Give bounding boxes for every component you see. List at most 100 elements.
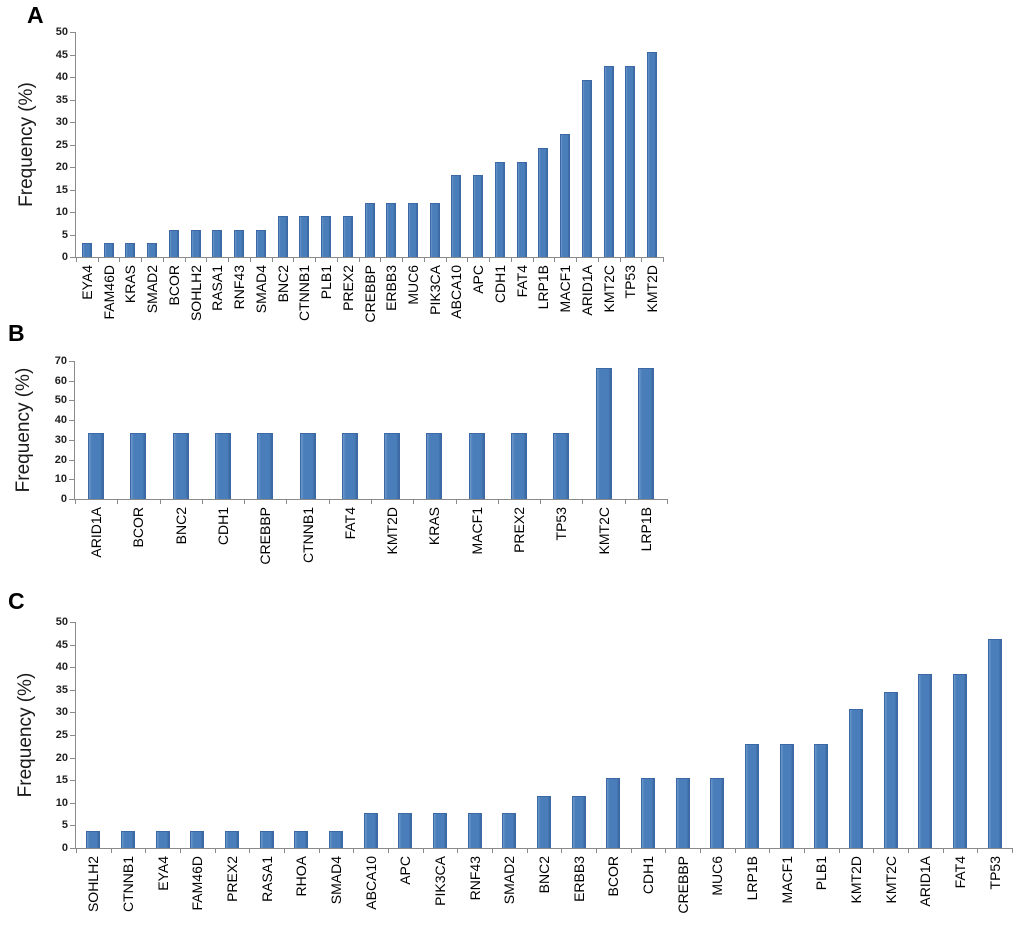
bar-sohlh2 (86, 831, 100, 848)
x-axis-tick (839, 849, 840, 853)
x-tick-label: RASA1 (209, 265, 225, 311)
x-axis-tick (620, 258, 621, 262)
y-axis-tick (69, 361, 74, 362)
bar-pik3ca (430, 203, 440, 257)
bar-cdh1 (495, 162, 505, 257)
x-tick-label: FAT4 (342, 507, 358, 540)
y-tick-label: 0 (61, 842, 68, 854)
x-axis-tick (329, 500, 330, 504)
bar-arid1a (582, 80, 592, 257)
y-axis-tick (69, 499, 74, 500)
x-axis-tick (353, 849, 354, 853)
y-tick-label: 15 (55, 774, 68, 786)
bar-kmt2d (384, 433, 400, 499)
x-tick-label: FAM46D (189, 856, 205, 911)
x-tick-label: SMAD4 (328, 856, 344, 905)
x-axis-tick (286, 500, 287, 504)
x-axis-tick (446, 258, 447, 262)
bar-rasa1 (212, 230, 222, 257)
x-axis-tick (663, 258, 664, 262)
x-axis-tick (943, 849, 944, 853)
y-tick-label: 40 (55, 71, 68, 83)
x-tick-label: BNC2 (536, 856, 552, 894)
x-tick-label: APC (397, 856, 413, 885)
x-axis-tick (98, 258, 99, 262)
x-axis-tick (631, 849, 632, 853)
panel-b-y-axis-title: Frequency (%) (13, 367, 34, 493)
bar-arid1a (918, 674, 932, 848)
x-axis-tick (117, 500, 118, 504)
panel-a-label: A (27, 2, 44, 28)
x-tick-label: LRP1B (638, 507, 654, 552)
y-tick-label: 30 (54, 434, 67, 446)
y-tick-label: 5 (61, 819, 68, 831)
y-tick-label: 25 (55, 139, 68, 151)
y-axis-tick (70, 235, 75, 236)
bar-bcor (169, 230, 179, 257)
y-axis-tick (70, 622, 75, 623)
x-axis-tick (561, 849, 562, 853)
bar-kmt2d (849, 709, 863, 848)
x-tick-label: MUC6 (709, 856, 725, 896)
x-tick-label: LRP1B (535, 265, 551, 310)
y-tick-label: 35 (55, 684, 68, 696)
x-axis-tick (284, 849, 285, 853)
x-axis-tick (804, 849, 805, 853)
bar-cdh1 (215, 433, 231, 499)
bar-erbb3 (572, 796, 586, 848)
x-axis-tick (249, 849, 250, 853)
bar-plb1 (814, 744, 828, 848)
x-tick-label: RNF43 (467, 856, 483, 901)
x-tick-label: PLB1 (318, 265, 334, 300)
x-axis-tick (388, 849, 389, 853)
y-tick-label: 0 (61, 251, 68, 263)
x-tick-label: FAT4 (952, 856, 968, 889)
y-tick-label: 50 (55, 616, 68, 628)
x-tick-label: KMT2C (883, 856, 899, 904)
bar-tp53 (625, 66, 635, 257)
y-tick-label: 20 (55, 161, 68, 173)
x-axis-tick (337, 258, 338, 262)
y-tick-label: 40 (54, 414, 67, 426)
x-axis-tick (769, 849, 770, 853)
y-tick-label: 30 (55, 116, 68, 128)
x-axis-tick (293, 258, 294, 262)
x-axis-line (74, 499, 668, 500)
bar-abca10 (364, 813, 378, 848)
bar-muc6 (408, 203, 418, 257)
x-axis-tick (141, 258, 142, 262)
panel-c-y-axis-title: Frequency (%) (15, 672, 36, 798)
bar-eya4 (156, 831, 170, 848)
bar-eya4 (82, 243, 92, 257)
x-axis-tick (554, 258, 555, 262)
y-tick-label: 20 (55, 752, 68, 764)
x-tick-label: CDH1 (215, 507, 231, 546)
bar-arid1a (88, 433, 104, 499)
x-tick-label: SMAD2 (144, 265, 160, 314)
x-tick-label: PIK3CA (432, 856, 448, 906)
y-tick-label: 35 (55, 94, 68, 106)
x-tick-label: EYA4 (155, 856, 171, 891)
x-axis-tick (596, 849, 597, 853)
bar-macf1 (469, 433, 485, 499)
x-axis-tick (119, 258, 120, 262)
x-tick-label: ARID1A (579, 265, 595, 316)
x-tick-label: RHOA (293, 856, 309, 897)
bar-crebbp (257, 433, 273, 499)
y-tick-label: 15 (55, 184, 68, 196)
bar-rasa1 (260, 831, 274, 848)
bar-kmt2c (604, 66, 614, 257)
x-tick-label: KMT2C (601, 265, 617, 313)
x-tick-label: TP53 (553, 507, 569, 541)
x-tick-label: ARID1A (88, 507, 104, 558)
y-axis-tick (70, 190, 75, 191)
bar-kmt2d (647, 52, 657, 257)
x-axis-tick (228, 258, 229, 262)
bar-smad2 (147, 243, 157, 257)
x-axis-tick (598, 258, 599, 262)
bar-lrp1b (745, 744, 759, 848)
bar-kmt2c (596, 368, 612, 499)
x-tick-label: KMT2C (596, 507, 612, 555)
x-axis-tick (111, 849, 112, 853)
